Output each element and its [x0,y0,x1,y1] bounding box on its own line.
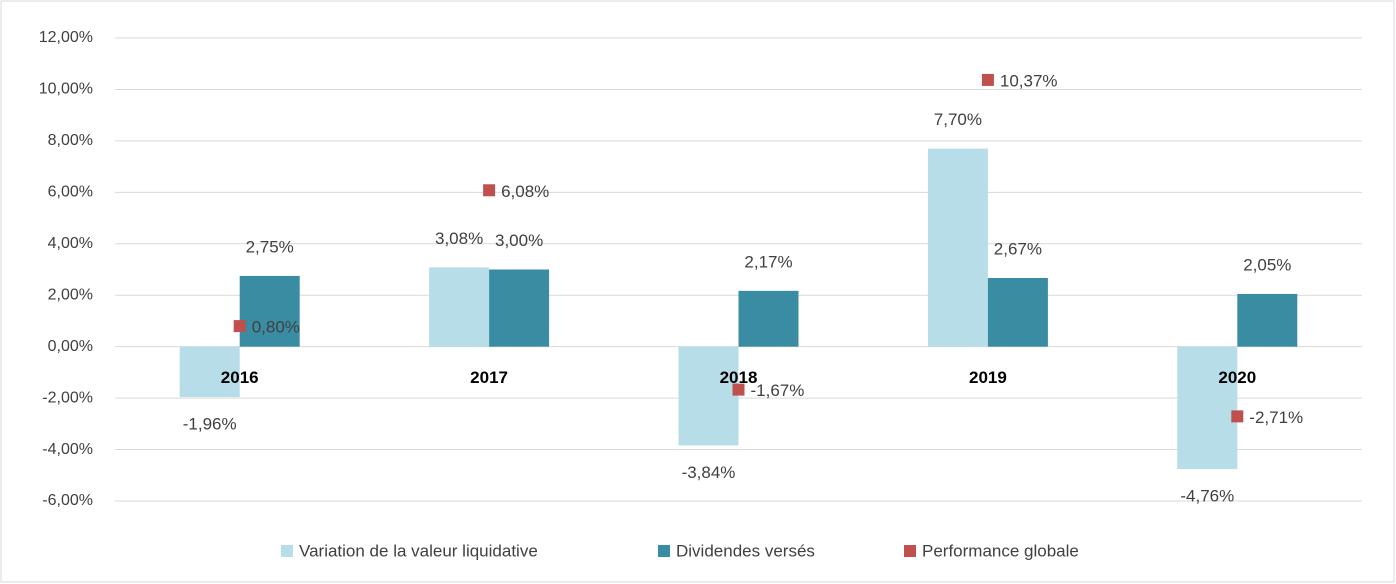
data-label: -1,67% [751,381,805,400]
marker [483,184,496,197]
data-label: 2,17% [744,252,792,271]
x-tick-label: 2016 [221,368,259,387]
bar [489,269,550,347]
bar [429,267,490,347]
x-tick-label: 2020 [1218,368,1256,387]
legend-label: Performance globale [922,541,1079,560]
data-label: -4,76% [1180,487,1234,506]
bar [1237,293,1298,347]
marker [1231,410,1244,423]
data-label: 2,75% [246,237,294,256]
bar [927,148,988,347]
bar [738,290,799,347]
data-label: 6,08% [501,182,549,201]
y-tick-label: -6,00% [42,492,93,509]
y-tick-label: 2,00% [48,286,93,303]
y-tick-label: 6,00% [48,184,93,201]
legend-label: Dividendes versés [676,541,815,560]
marker [732,383,745,396]
legend-swatch [904,545,916,557]
bar [1177,346,1238,470]
marker [233,320,246,333]
marker [981,73,994,86]
y-tick-label: 4,00% [48,235,93,252]
y-tick-label: -4,00% [42,441,93,458]
data-label: 10,37% [1000,71,1058,90]
bar [678,346,739,446]
y-tick-label: 10,00% [39,81,93,98]
x-tick-label: 2019 [969,368,1007,387]
x-tick-label: 2017 [470,368,508,387]
data-label: -2,71% [1249,408,1303,427]
data-label: -3,84% [682,463,736,482]
y-tick-label: 12,00% [39,29,93,46]
y-tick-label: 0,00% [48,338,93,355]
data-label: -1,96% [183,415,237,434]
y-tick-label: -2,00% [42,389,93,406]
data-label: 3,00% [495,231,543,250]
legend-swatch [281,545,293,557]
legend-label: Variation de la valeur liquidative [299,541,538,560]
data-label: 0,80% [252,318,300,337]
bar [239,275,300,347]
legend-swatch [658,545,670,557]
data-label: 2,05% [1243,255,1291,274]
bar [987,277,1048,347]
data-label: 3,08% [435,229,483,248]
data-label: 7,70% [934,110,982,129]
y-tick-label: 8,00% [48,132,93,149]
data-label: 2,67% [994,239,1042,258]
x-tick-label: 2018 [720,368,758,387]
bar [179,346,240,398]
